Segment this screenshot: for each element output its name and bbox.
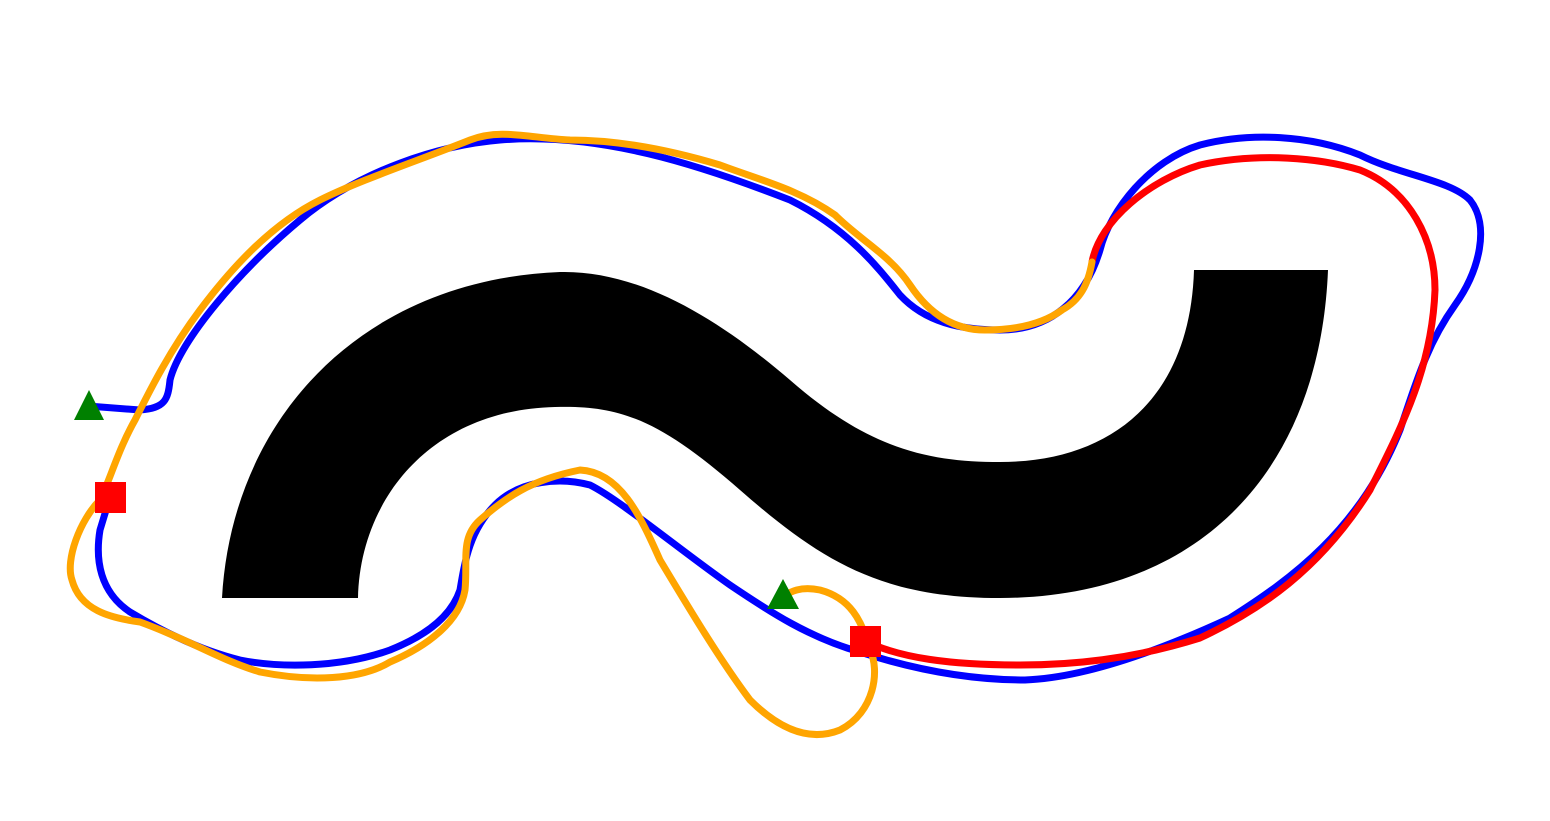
goal-marker-center — [850, 626, 881, 657]
start-marker-left — [74, 390, 104, 420]
goal-marker-left — [95, 482, 126, 513]
start-marker-center — [767, 579, 799, 609]
s-shaped-obstacle — [222, 270, 1328, 598]
orange-trajectory — [66, 130, 1096, 739]
red-trajectory — [861, 154, 1439, 669]
